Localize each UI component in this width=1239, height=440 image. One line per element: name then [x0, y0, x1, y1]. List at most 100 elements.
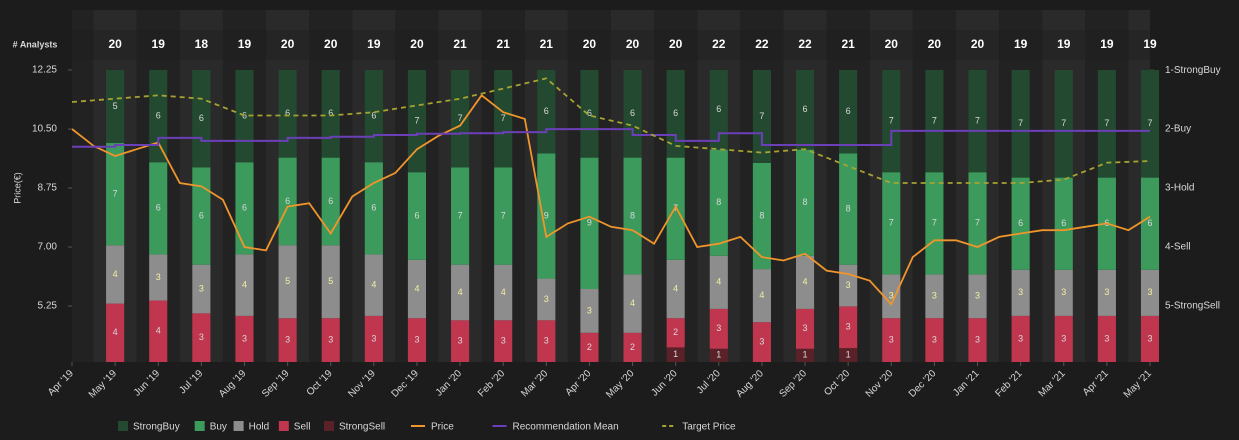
segment-label: 7 [975, 218, 980, 228]
legend-item: Hold [233, 421, 269, 433]
bar-segment [149, 70, 168, 163]
segment-label: 1 [846, 349, 851, 359]
bar-segment [537, 278, 556, 321]
x-tick-label: Apr '20 [563, 368, 593, 398]
x-tick-label: Sep '19 [260, 368, 292, 400]
y-tick-label: 5.25 [38, 301, 58, 312]
segment-label: 6 [630, 108, 635, 118]
x-tick-label: Mar '20 [519, 368, 550, 399]
bar-segment [623, 332, 642, 362]
y-tick-label: 8.75 [38, 183, 58, 194]
y2-tick-label: 1-StrongBuy [1165, 65, 1221, 76]
segment-label: 7 [501, 210, 506, 220]
bar-segment [839, 348, 858, 362]
bar-segment [709, 70, 728, 150]
bar-segment [407, 318, 427, 362]
analyst-count: 22 [712, 37, 726, 51]
line-2 [71, 77, 1151, 184]
analyst-count: 21 [497, 37, 511, 51]
bar-segment [1097, 269, 1116, 316]
segment-label: 1 [803, 350, 808, 360]
segment-label: 3 [975, 291, 980, 301]
bar-segment [1011, 177, 1030, 270]
segment-label: 3 [1018, 333, 1023, 343]
bar-segment [1097, 70, 1116, 178]
bar-segment [235, 70, 254, 163]
bar-segment [795, 308, 815, 349]
bar-segment [451, 320, 470, 362]
segment-label: 7 [1018, 118, 1023, 128]
legend-label: StrongBuy [133, 422, 180, 433]
bar-segment [882, 274, 901, 319]
bar-segment [882, 70, 901, 173]
bar-segment [537, 320, 556, 362]
segment-label: 6 [587, 108, 592, 118]
segment-label: 6 [803, 104, 808, 114]
segment-label: 4 [242, 280, 247, 290]
segment-label: 7 [932, 218, 937, 228]
bar-segment [106, 303, 125, 362]
segment-label: 4 [371, 280, 376, 290]
segment-label: 3 [156, 272, 161, 282]
y2-tick-label: 4-Sell [1165, 242, 1191, 253]
segment-label: 5 [328, 276, 333, 286]
segment-label: 3 [285, 334, 290, 344]
segment-label: 1 [716, 350, 721, 360]
bar-segment [795, 70, 815, 150]
segment-label: 6 [673, 108, 678, 118]
analyst-count: 19 [1014, 37, 1028, 51]
segment-label: 7 [501, 113, 506, 123]
analyst-count: 19 [1057, 37, 1071, 51]
x-tick-label: Oct '20 [822, 368, 852, 398]
legend-item: Sell [278, 421, 310, 433]
bar-segment [1140, 177, 1160, 270]
x-tick-label: Dec '20 [907, 368, 939, 400]
x-tick-label: Feb '21 [993, 368, 1024, 399]
analysts-label: # Analysts [13, 39, 58, 49]
segment-label: 5 [285, 276, 290, 286]
segment-label: 4 [414, 283, 419, 293]
legend-item: Target Price [662, 422, 736, 433]
analyst-count: 20 [885, 37, 899, 51]
bar-segment [1054, 177, 1073, 270]
segment-label: 7 [414, 115, 419, 125]
segment-label: 3 [975, 334, 980, 344]
bar-segment [321, 318, 340, 362]
bar-segment [192, 167, 211, 265]
segment-label: 4 [156, 326, 161, 336]
legend-item: Recommendation Mean [492, 422, 619, 433]
segment-label: 3 [716, 323, 721, 333]
x-tick-label: May '21 [1122, 368, 1155, 401]
bar-segment [580, 332, 599, 362]
x-tick-label: Nov '20 [864, 368, 896, 400]
bar-segment [364, 315, 383, 362]
bar-segment [623, 274, 642, 333]
segment-label: 6 [285, 108, 290, 118]
y2-tick-label: 5-StrongSell [1165, 301, 1220, 312]
segment-label: 4 [458, 287, 463, 297]
bar-segment [1140, 315, 1160, 362]
analyst-count: 21 [540, 37, 554, 51]
segment-label: 4 [673, 283, 678, 293]
legend-item: StrongBuy [118, 421, 180, 433]
bar-segment [882, 318, 901, 362]
segment-label: 6 [846, 106, 851, 116]
segment-label: 6 [1061, 218, 1066, 228]
bar-segment [494, 320, 513, 362]
analyst-count: 20 [108, 37, 122, 51]
segment-label: 7 [1147, 118, 1152, 128]
segment-label: 3 [199, 283, 204, 293]
bar-segment [666, 157, 685, 260]
segment-label: 3 [759, 336, 764, 346]
bar-segment [494, 264, 513, 321]
segment-label: 3 [1147, 333, 1152, 343]
x-tick-label: Jul '20 [695, 368, 723, 396]
bar-segment [580, 157, 599, 290]
segment-label: 2 [673, 327, 678, 337]
legend-item: Buy [194, 421, 227, 433]
analyst-count: 19 [1100, 37, 1114, 51]
x-tick-label: Nov '19 [346, 368, 378, 400]
segment-label: 7 [932, 115, 937, 125]
